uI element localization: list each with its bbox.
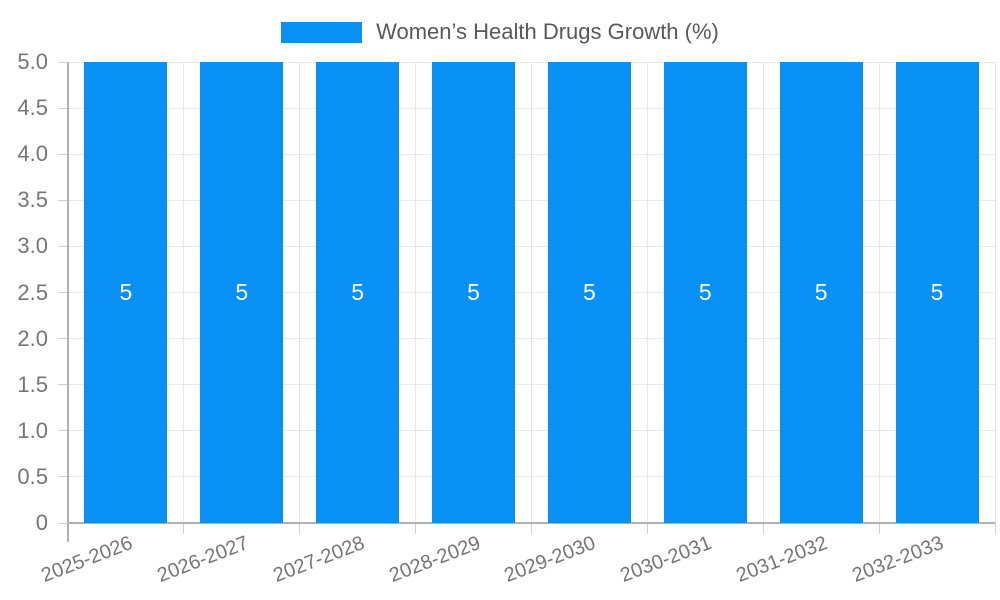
y-axis-tick-label: 4.5 — [17, 95, 48, 121]
x-axis-tick — [762, 523, 764, 534]
y-axis-tick — [58, 338, 68, 340]
y-axis-tick — [58, 430, 68, 432]
x-axis-line — [68, 522, 995, 524]
gridline-vertical — [415, 62, 417, 523]
y-axis-tick-label: 3.0 — [17, 233, 48, 259]
chart-legend: Women’s Health Drugs Growth (%) — [0, 21, 1000, 43]
y-axis-tick-label: 0 — [35, 510, 48, 535]
gridline-vertical — [531, 62, 532, 523]
bar[interactable]: 5 — [432, 62, 516, 523]
gridline-vertical — [762, 62, 764, 523]
y-axis-tick-label: 2.5 — [17, 279, 48, 305]
bar[interactable]: 5 — [779, 62, 863, 523]
gridline-vertical — [646, 62, 648, 523]
bar-value-label: 5 — [930, 279, 944, 305]
gridline-vertical — [878, 62, 880, 523]
x-axis-tick — [299, 523, 301, 534]
y-axis-tick — [58, 476, 68, 478]
y-axis-tick — [58, 292, 68, 293]
y-axis-tick — [58, 245, 68, 247]
bar[interactable]: 5 — [663, 62, 747, 523]
bar[interactable]: 5 — [895, 62, 979, 523]
y-axis-tick-label: 1.0 — [17, 417, 48, 443]
y-axis-tick-label: 2.0 — [17, 325, 48, 351]
legend-label[interactable]: Women’s Health Drugs Growth (%) — [376, 19, 719, 44]
y-axis-tick — [58, 522, 68, 524]
bar-value-label: 5 — [351, 279, 365, 305]
y-axis-tick-label: 0.5 — [17, 463, 48, 489]
legend-swatch-icon[interactable] — [281, 21, 363, 43]
gridline-vertical — [183, 62, 185, 523]
y-axis-tick — [58, 61, 68, 63]
bar-value-label: 5 — [698, 279, 712, 305]
bar[interactable]: 5 — [200, 62, 284, 523]
y-axis-line — [67, 62, 69, 542]
bar-value-label: 5 — [235, 279, 249, 305]
bar[interactable]: 5 — [84, 62, 168, 523]
y-axis-tick-label: 1.5 — [17, 371, 48, 397]
x-axis-tick — [994, 523, 996, 534]
x-axis-tick — [878, 523, 880, 534]
y-axis-tick — [58, 384, 68, 386]
gridline-vertical — [994, 62, 996, 523]
y-axis-tick — [58, 107, 68, 109]
gridline-vertical — [299, 62, 301, 523]
bar-value-label: 5 — [467, 279, 480, 305]
y-axis-tick-label: 4.0 — [17, 141, 48, 167]
y-axis-tick — [58, 153, 68, 155]
y-axis-tick-label: 3.5 — [17, 187, 48, 213]
bar-value-label: 5 — [583, 279, 596, 305]
bar[interactable]: 5 — [316, 62, 400, 523]
x-axis-tick — [646, 523, 648, 534]
x-axis-tick — [415, 523, 417, 534]
bar[interactable]: 5 — [547, 62, 631, 523]
bar-value-label: 5 — [814, 279, 828, 305]
y-axis-tick — [58, 199, 68, 201]
x-axis-tick — [531, 523, 532, 534]
y-axis-tick-label: 5.0 — [17, 49, 48, 74]
bar-value-label: 5 — [119, 279, 133, 305]
x-axis-tick — [183, 523, 185, 534]
